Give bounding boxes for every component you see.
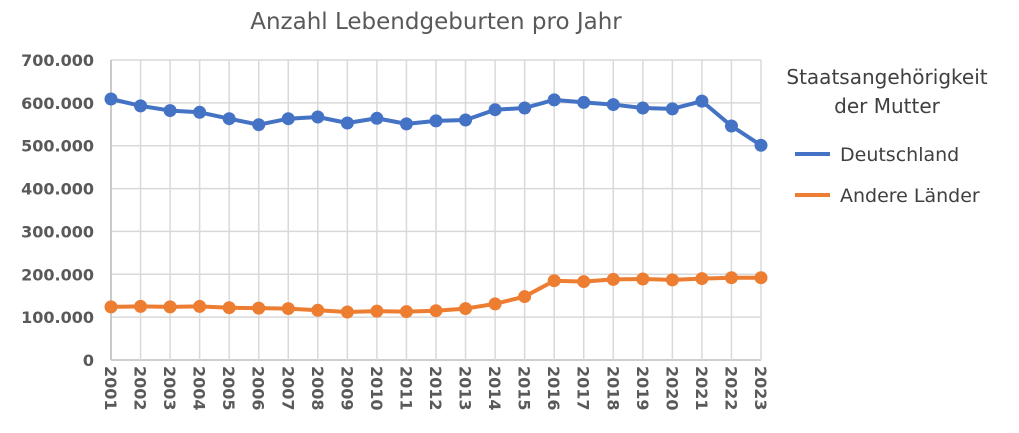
data-point-andere-laender-2018 — [606, 272, 620, 286]
legend: Staatsangehörigkeit der Mutter Deutschla… — [786, 65, 987, 207]
data-point-deutschland-2004 — [193, 105, 207, 119]
data-point-andere-laender-2016 — [547, 274, 561, 288]
data-point-deutschland-2009 — [340, 116, 354, 130]
y-tick-label: 600.000 — [21, 94, 94, 113]
data-point-andere-laender-2005 — [222, 301, 236, 315]
legend-label-andere-laender: Andere Länder — [840, 185, 980, 207]
data-point-andere-laender-2015 — [518, 290, 532, 304]
data-point-andere-laender-2022 — [724, 271, 738, 285]
data-point-andere-laender-2019 — [636, 272, 650, 286]
data-point-deutschland-2010 — [370, 111, 384, 125]
data-point-andere-laender-2017 — [577, 275, 591, 289]
data-point-deutschland-2007 — [281, 112, 295, 126]
data-point-deutschland-2013 — [459, 113, 473, 127]
x-tick-label: 2005 — [219, 366, 238, 411]
y-tick-label: 700.000 — [21, 51, 94, 70]
data-point-andere-laender-2014 — [488, 297, 502, 311]
x-tick-label: 2016 — [544, 366, 563, 411]
chart-title: Anzahl Lebendgeburten pro Jahr — [250, 9, 622, 35]
x-tick-label: 2013 — [456, 366, 475, 411]
data-point-deutschland-2022 — [724, 119, 738, 133]
legend-title-line-2: der Mutter — [834, 94, 941, 118]
x-tick-label: 2021 — [692, 366, 711, 411]
data-point-andere-laender-2023 — [754, 271, 768, 285]
data-point-deutschland-2016 — [547, 93, 561, 107]
data-point-andere-laender-2003 — [163, 300, 177, 314]
x-tick-label: 2020 — [662, 366, 681, 411]
data-point-andere-laender-2001 — [104, 300, 118, 314]
x-tick-label: 2014 — [485, 366, 504, 411]
data-point-andere-laender-2020 — [665, 273, 679, 287]
x-tick-label: 2004 — [190, 366, 209, 411]
data-point-deutschland-2008 — [311, 110, 325, 124]
data-point-deutschland-2015 — [518, 101, 532, 115]
x-axis: 2001 2002 2003 2004 2005 2006 2007 2008 2009 2010… — [101, 366, 770, 411]
data-point-deutschland-2001 — [104, 92, 118, 106]
data-point-andere-laender-2002 — [134, 299, 148, 313]
y-tick-label: 0 — [83, 351, 94, 370]
data-point-deutschland-2018 — [606, 98, 620, 112]
x-tick-label: 2019 — [633, 366, 652, 411]
x-tick-label: 2002 — [131, 366, 150, 411]
x-tick-label: 2012 — [426, 366, 445, 411]
data-point-andere-laender-2007 — [281, 302, 295, 316]
y-tick-label: 400.000 — [21, 180, 94, 199]
x-tick-label: 2018 — [603, 366, 622, 411]
data-point-deutschland-2011 — [399, 117, 413, 131]
data-point-andere-laender-2008 — [311, 303, 325, 317]
data-point-deutschland-2023 — [754, 138, 768, 152]
x-tick-label: 2022 — [721, 366, 740, 411]
data-point-andere-laender-2006 — [252, 301, 266, 315]
data-point-andere-laender-2021 — [695, 272, 709, 286]
data-point-andere-laender-2004 — [193, 299, 207, 313]
x-tick-label: 2006 — [249, 366, 268, 411]
x-tick-label: 2007 — [278, 366, 297, 411]
data-point-andere-laender-2013 — [459, 302, 473, 316]
x-tick-label: 2011 — [396, 366, 415, 411]
legend-label-deutschland: Deutschland — [840, 144, 959, 166]
x-tick-label: 2008 — [308, 366, 327, 411]
x-tick-label: 2010 — [367, 366, 386, 411]
data-point-deutschland-2021 — [695, 94, 709, 108]
x-tick-label: 2001 — [101, 366, 120, 411]
data-point-deutschland-2003 — [163, 104, 177, 118]
y-tick-label: 100.000 — [21, 308, 94, 327]
x-tick-label: 2017 — [574, 366, 593, 411]
series-group — [104, 92, 768, 319]
y-tick-label: 200.000 — [21, 265, 94, 284]
data-point-deutschland-2020 — [665, 102, 679, 116]
data-point-deutschland-2002 — [134, 99, 148, 113]
x-tick-label: 2009 — [337, 366, 356, 411]
y-axis: 0 100.000 200.000 300.000 400.000 500.000 600.… — [21, 51, 94, 370]
x-tick-label: 2015 — [515, 366, 534, 411]
legend-title-line-1: Staatsangehörigkeit — [786, 65, 987, 89]
data-point-andere-laender-2011 — [399, 305, 413, 319]
data-point-deutschland-2005 — [222, 112, 236, 126]
x-tick-label: 2023 — [751, 366, 770, 411]
data-point-deutschland-2012 — [429, 114, 443, 128]
data-point-andere-laender-2009 — [340, 305, 354, 319]
data-point-deutschland-2019 — [636, 101, 650, 115]
x-tick-label: 2003 — [160, 366, 179, 411]
y-tick-label: 300.000 — [21, 222, 94, 241]
data-point-deutschland-2006 — [252, 118, 266, 132]
data-point-deutschland-2014 — [488, 103, 502, 117]
data-point-andere-laender-2012 — [429, 304, 443, 318]
data-point-deutschland-2017 — [577, 95, 591, 109]
y-tick-label: 500.000 — [21, 137, 94, 156]
data-point-andere-laender-2010 — [370, 304, 384, 318]
